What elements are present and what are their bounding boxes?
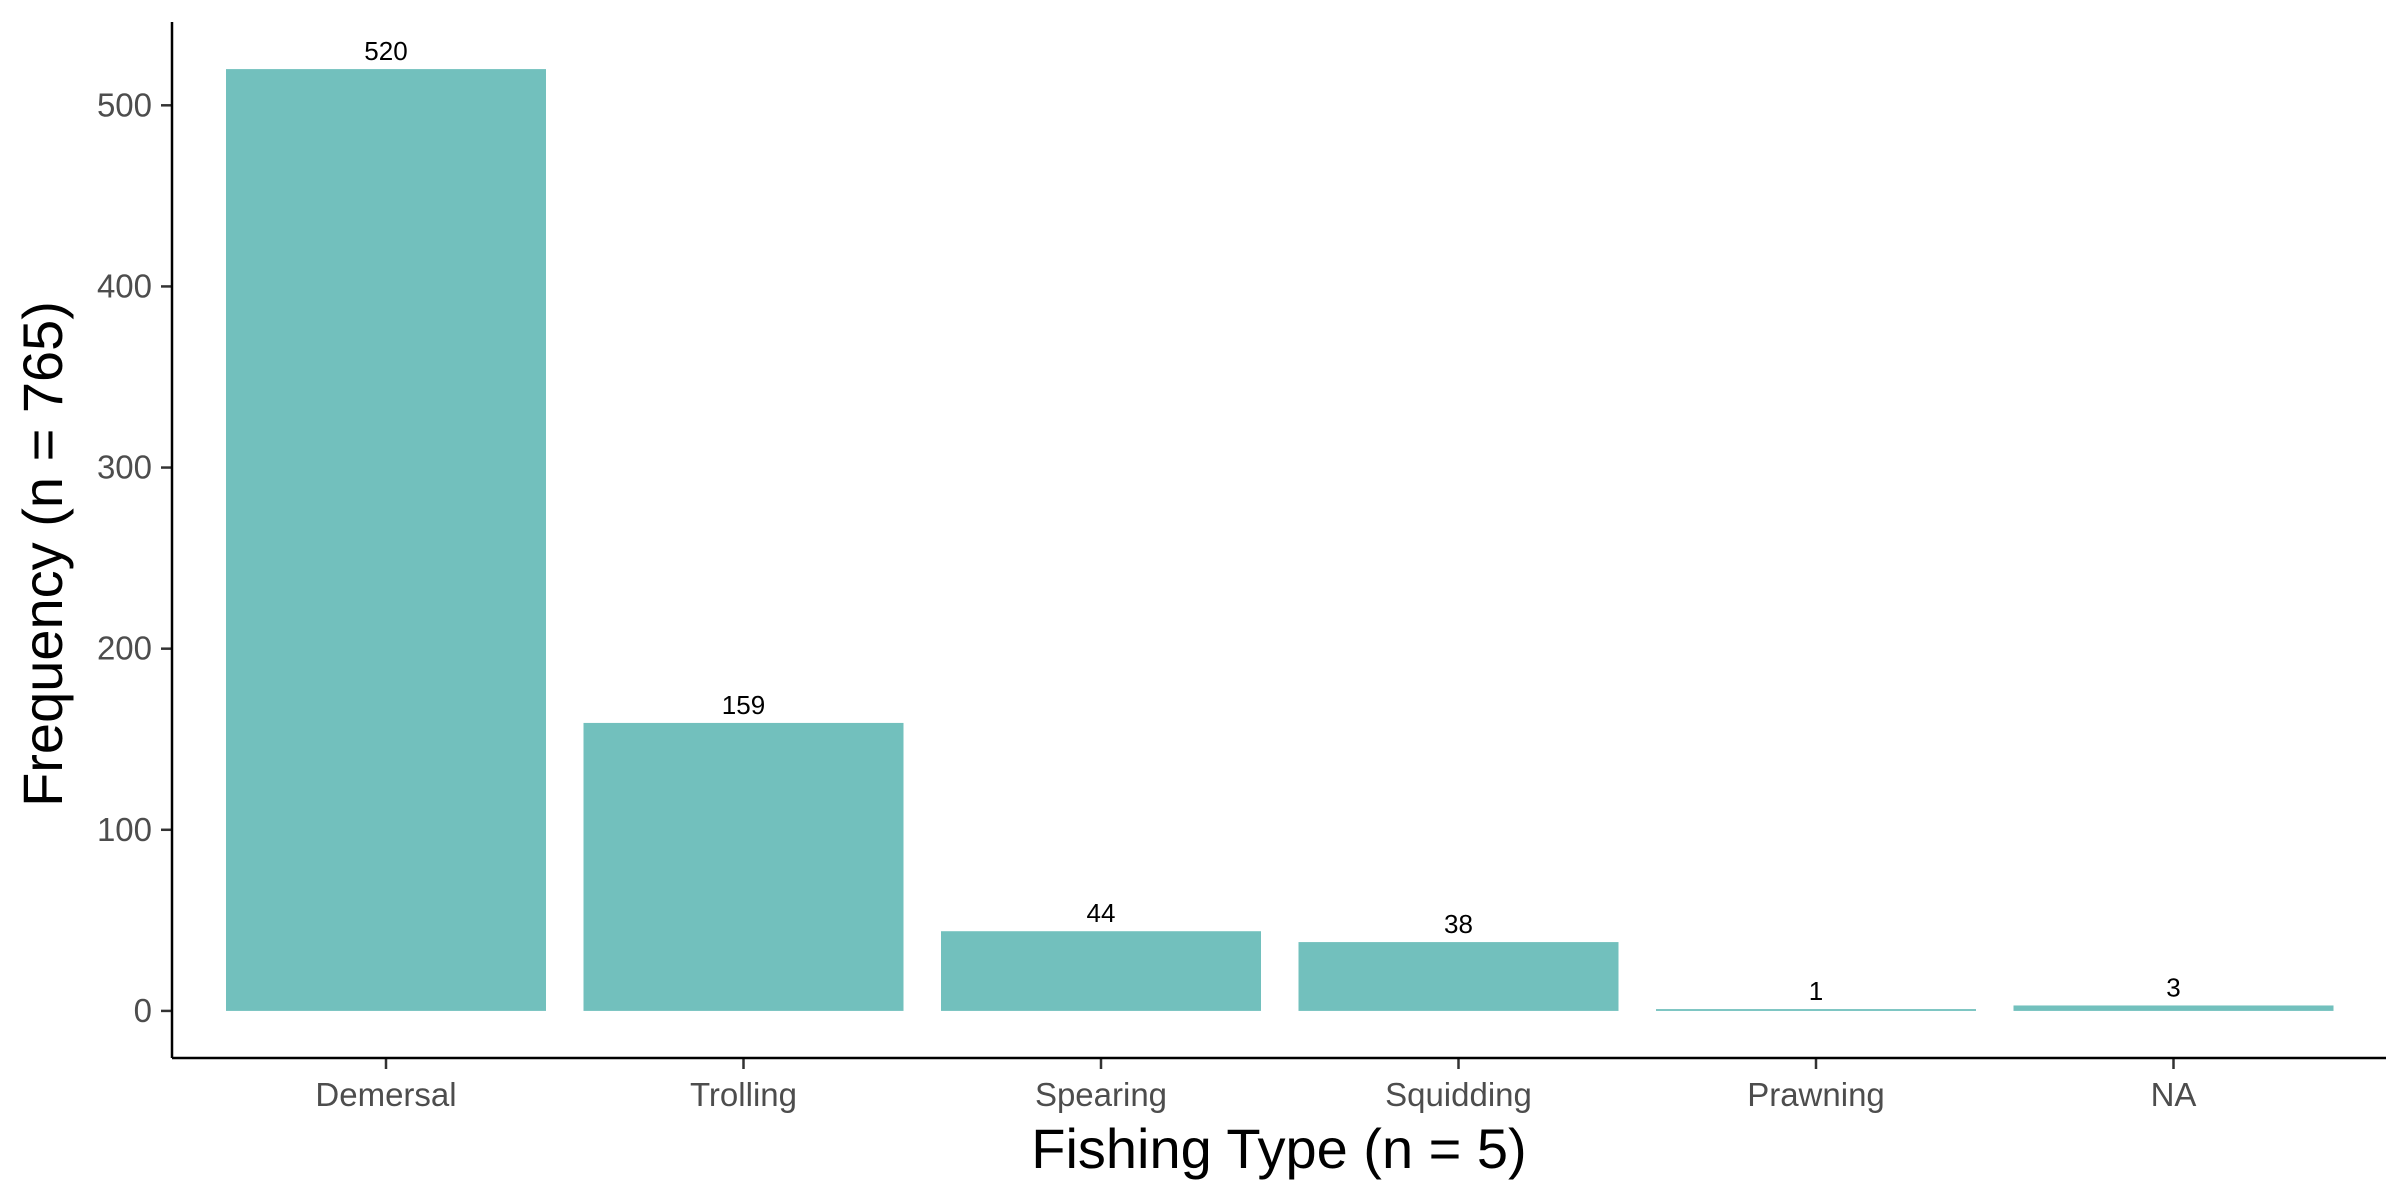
data-label-prawning: 1	[1809, 976, 1823, 1006]
bar-spearing	[941, 931, 1261, 1011]
data-labels-group: 520 159 44 38 1 3	[364, 36, 2180, 1006]
data-label-spearing: 44	[1087, 898, 1116, 928]
x-axis-ticks: Demersal Trolling Spearing Squidding Prawnin…	[315, 1058, 2196, 1113]
bar-demersal	[226, 69, 546, 1011]
y-tick-label: 300	[97, 449, 152, 486]
x-tick-label-trolling: Trolling	[690, 1076, 797, 1113]
x-axis-title: Fishing Type (n = 5)	[1031, 1117, 1526, 1180]
bar-na	[2013, 1005, 2334, 1011]
y-tick-label: 100	[97, 811, 152, 848]
data-label-demersal: 520	[364, 36, 407, 66]
y-tick-label: 0	[134, 992, 152, 1029]
y-tick-label: 200	[97, 630, 152, 667]
x-tick-label-squidding: Squidding	[1385, 1076, 1532, 1113]
bar-squidding	[1298, 942, 1619, 1011]
y-tick-label: 500	[97, 86, 152, 123]
x-tick-label-spearing: Spearing	[1035, 1076, 1167, 1113]
data-label-na: 3	[2166, 972, 2180, 1002]
x-tick-label-na: NA	[2151, 1076, 2197, 1113]
bar-prawning	[1656, 1009, 1976, 1011]
x-tick-label-prawning: Prawning	[1747, 1076, 1885, 1113]
data-label-trolling: 159	[722, 690, 765, 720]
y-tick-label: 400	[97, 267, 152, 304]
bars-group	[226, 69, 2334, 1011]
y-axis-ticks: 0 100 200 300 400 500	[97, 86, 172, 1029]
bar-trolling	[583, 722, 904, 1011]
x-tick-label-demersal: Demersal	[315, 1076, 456, 1113]
data-label-squidding: 38	[1444, 909, 1473, 939]
y-axis-title: Frequency (n = 765)	[11, 301, 74, 807]
